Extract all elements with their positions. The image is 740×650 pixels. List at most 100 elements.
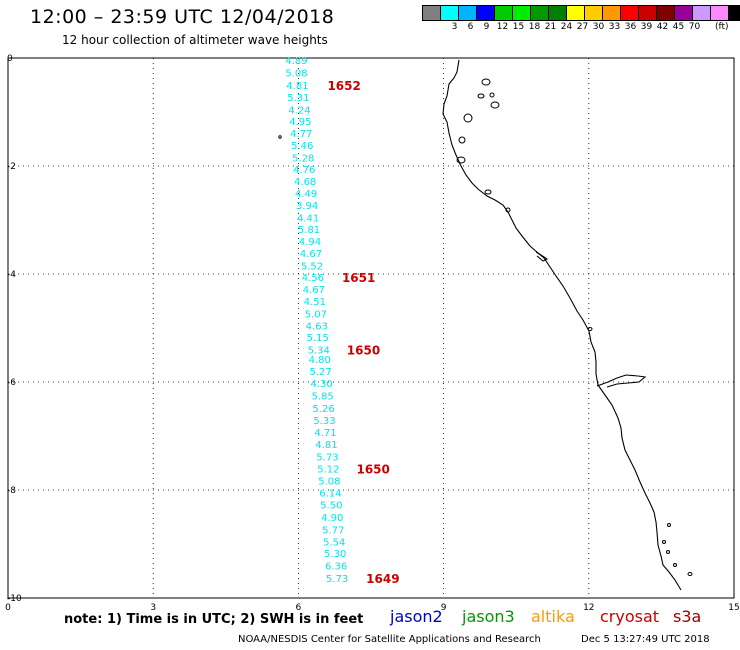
legend-label: 3 xyxy=(451,22,458,32)
wave-height-label: 4.49 xyxy=(295,189,317,200)
wave-height-label: 6.14 xyxy=(319,489,341,500)
pass-time-labels: 1652 1651 1650 1650 1649 xyxy=(327,79,399,586)
wave-height-label: 5.73 xyxy=(316,453,338,464)
wave-height-label: 5.77 xyxy=(322,525,344,536)
island xyxy=(489,92,495,98)
wave-height-label: 4.51 xyxy=(304,297,326,308)
pass-time-label: 1651 xyxy=(342,271,375,285)
legend-label: 30 xyxy=(592,22,605,32)
wave-height-label: 4.81 xyxy=(315,440,337,451)
pass-time-label: 1650 xyxy=(347,344,380,358)
wave-height-label: 5.27 xyxy=(310,367,332,378)
color-legend-labels: 3 6 9 12 15 18 21 24 27 30 33 36 39 42 45 70 xyxy=(422,22,740,34)
x-tick-label: 6 xyxy=(296,603,302,613)
y-tick-label: 0 xyxy=(7,54,13,64)
wave-height-label: 5.50 xyxy=(320,501,342,512)
wave-height-label: 5.46 xyxy=(291,141,313,152)
legend-label: 27 xyxy=(576,22,589,32)
island xyxy=(481,78,491,86)
legend-label: 18 xyxy=(528,22,541,32)
wave-height-label: 4.68 xyxy=(294,177,316,188)
legend-label: 33 xyxy=(608,22,621,32)
legend-label: 15 xyxy=(512,22,525,32)
legend-label: 6 xyxy=(467,22,474,32)
legend-label: 45 xyxy=(672,22,685,32)
generation-timestamp: Dec 5 13:27:49 UTC 2018 xyxy=(581,634,710,645)
y-tick-label: -10 xyxy=(7,594,22,604)
footer-note: note: 1) Time is in UTC; 2) SWH is in fe… xyxy=(64,612,364,627)
wave-height-label: 4.81 xyxy=(286,81,308,92)
legend-label: 70 xyxy=(688,22,701,32)
wave-height-label: 4.63 xyxy=(306,321,328,332)
wave-height-label: 5.15 xyxy=(307,333,329,344)
wave-height-label: 4.67 xyxy=(300,249,322,260)
satellite-name-s3a: s3a xyxy=(673,607,702,626)
satellite-name-cryosat: cryosat xyxy=(600,607,660,626)
wave-height-label: 4.77 xyxy=(290,129,312,140)
island xyxy=(687,572,693,576)
wave-height-label: 4.30 xyxy=(310,379,332,390)
x-tick-label: 12 xyxy=(583,603,594,613)
legend-swatch xyxy=(728,5,740,21)
wave-height-label: 4.41 xyxy=(297,213,319,224)
island xyxy=(673,563,677,567)
x-tick-label: 15 xyxy=(728,603,739,613)
axis-tick-labels: 0 3 6 9 12 15 0 -2 -4 -6 -8 -10 xyxy=(5,54,740,613)
island xyxy=(463,113,473,123)
wave-height-label: 4.95 xyxy=(289,117,311,128)
legend-label: 21 xyxy=(544,22,557,32)
wave-height-label: 4.56 xyxy=(302,273,324,284)
legend-label: 42 xyxy=(656,22,669,32)
credit-text: NOAA/NESDIS Center for Satellite Applica… xyxy=(238,634,541,645)
x-tick-label: 0 xyxy=(5,603,11,613)
wave-height-label: 5.28 xyxy=(292,153,314,164)
wave-height-label: 5.12 xyxy=(317,464,339,475)
coastline-path xyxy=(442,59,682,591)
island xyxy=(587,327,593,331)
coastline xyxy=(278,59,693,591)
wave-height-label: 5.07 xyxy=(305,309,327,320)
y-tick-label: -8 xyxy=(7,486,16,496)
color-legend xyxy=(422,5,740,21)
plot-frame xyxy=(7,57,735,599)
island xyxy=(456,156,466,164)
wave-height-label: 5.54 xyxy=(323,537,345,548)
island xyxy=(505,207,511,213)
legend-label: 9 xyxy=(483,22,490,32)
legend-label: 39 xyxy=(640,22,653,32)
island xyxy=(477,93,485,99)
grid xyxy=(8,58,734,598)
wave-height-label: 5.81 xyxy=(298,225,320,236)
bay-outline xyxy=(596,374,647,388)
wave-height-label: 5.26 xyxy=(312,404,334,415)
wave-height-label: 5.31 xyxy=(287,93,309,104)
y-tick-label: -2 xyxy=(7,162,16,172)
satellite-name-jason3: jason3 xyxy=(462,607,515,626)
wave-height-label: 5.52 xyxy=(301,261,323,272)
islands xyxy=(278,78,693,576)
wave-height-label: 4.24 xyxy=(288,105,310,116)
inlet-outline xyxy=(535,251,549,262)
legend-label: 24 xyxy=(560,22,573,32)
x-tick-label: 9 xyxy=(441,603,447,613)
wave-height-label: 5.85 xyxy=(311,392,333,403)
wave-height-label: 4.90 xyxy=(321,513,343,524)
y-tick-label: -4 xyxy=(7,270,16,280)
wave-height-label: 5.30 xyxy=(324,549,346,560)
wave-height-label: 5.08 xyxy=(318,476,340,487)
satellite-name-altika: altika xyxy=(531,607,575,626)
pass-time-label: 1652 xyxy=(327,79,360,93)
legend-label: 36 xyxy=(624,22,637,32)
wave-height-label: 4.89 xyxy=(285,56,307,67)
wave-height-label: 4.80 xyxy=(309,355,331,366)
island xyxy=(662,540,666,544)
island xyxy=(484,189,492,195)
wave-height-label: 5.33 xyxy=(313,416,335,427)
wave-height-values: 4.895.084.815.314.244.954.775.465.284.76… xyxy=(285,56,348,585)
wave-height-label: 5.08 xyxy=(285,69,307,80)
wave-height-label: 4.76 xyxy=(293,165,315,176)
pass-time-label: 1650 xyxy=(356,462,389,476)
island xyxy=(458,136,466,144)
y-tick-label: -6 xyxy=(7,378,16,388)
